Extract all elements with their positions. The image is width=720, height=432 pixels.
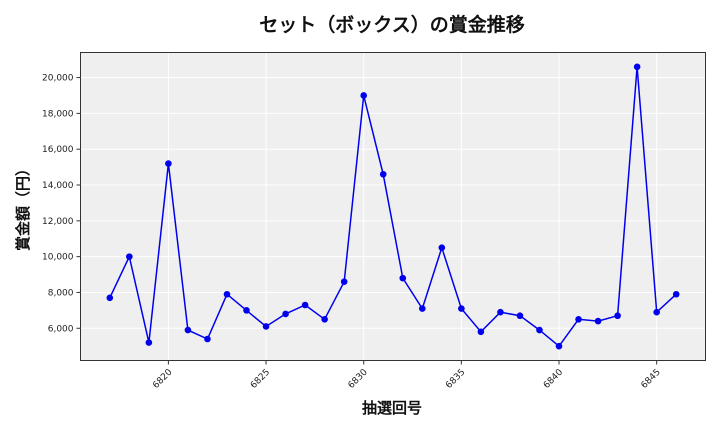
data-point <box>575 316 582 323</box>
data-point <box>458 305 465 312</box>
y-tick-label: 8,000 <box>48 288 74 298</box>
y-tick-label: 6,000 <box>48 324 74 334</box>
chart-title: セット（ボックス）の賞金推移 <box>259 13 524 36</box>
data-point <box>145 339 153 346</box>
data-point <box>301 301 309 309</box>
y-axis-label: 賞金額（円） <box>14 161 32 251</box>
data-point <box>379 170 387 178</box>
y-axis-ticks: 6,000 8,000 10,000 12,000 14,000 16,000 18,000… <box>42 74 81 334</box>
y-tick-label: 18,000 <box>42 109 74 119</box>
series-markers <box>106 63 680 350</box>
data-point <box>126 253 133 260</box>
data-point <box>321 316 328 323</box>
data-point <box>165 160 172 167</box>
x-tick-label: 6825 <box>249 368 272 391</box>
x-axis-ticks: 6820 6825 6830 6835 6840 6845 <box>151 360 663 391</box>
data-point <box>614 312 621 320</box>
data-point <box>477 328 485 336</box>
x-tick-label: 6845 <box>640 368 663 391</box>
data-point <box>204 335 211 343</box>
x-axis-label: 抽選回号 <box>362 399 422 417</box>
data-point <box>360 92 368 99</box>
x-tick-label: 6820 <box>151 367 174 390</box>
data-point <box>536 326 543 334</box>
data-point <box>555 342 563 350</box>
y-tick-label: 16,000 <box>42 145 74 155</box>
data-point <box>653 308 660 316</box>
data-point <box>438 244 446 251</box>
plot-area <box>80 52 706 361</box>
x-tick-label: 6840 <box>542 367 565 390</box>
data-point <box>633 63 641 71</box>
data-point <box>516 312 524 320</box>
data-point <box>282 310 289 318</box>
data-point <box>594 317 602 325</box>
y-tick-label: 10,000 <box>42 253 74 263</box>
data-point <box>340 278 348 286</box>
y-tick-label: 20,000 <box>42 74 74 84</box>
data-point <box>262 323 270 330</box>
y-tick-label: 14,000 <box>42 181 74 191</box>
data-point <box>223 290 231 298</box>
plot-frame <box>80 52 706 361</box>
y-tick-label: 12,000 <box>42 217 74 227</box>
data-point <box>418 305 426 312</box>
x-tick-label: 6830 <box>347 367 370 390</box>
data-point <box>106 294 114 302</box>
data-point <box>672 290 680 298</box>
x-tick-label: 6835 <box>444 368 467 391</box>
data-point <box>399 274 407 282</box>
data-point <box>243 307 250 314</box>
data-point <box>184 326 192 334</box>
data-point <box>497 308 504 316</box>
